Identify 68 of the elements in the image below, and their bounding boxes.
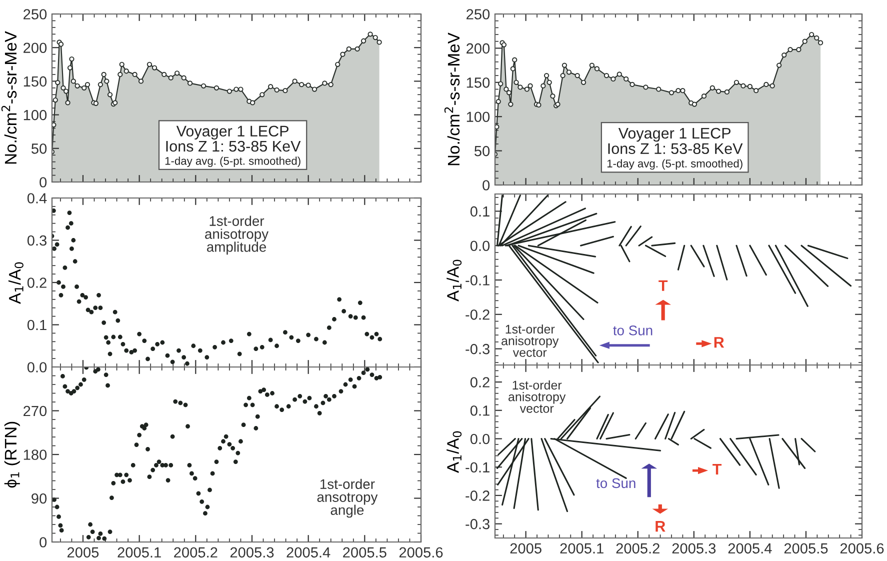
x-tick-label: 2005.1 bbox=[560, 543, 604, 554]
y-tick-label: 0.1 bbox=[27, 320, 46, 330]
y-axis-title: A$_{1}$/A$_{0}$ bbox=[446, 431, 462, 473]
y-tick-label: 0 bbox=[482, 180, 490, 190]
y-axis-title: A$_{1}$/A$_{0}$ bbox=[446, 260, 462, 302]
y-tick-label: 250 bbox=[24, 9, 47, 20]
x-tick-label: 2005.1 bbox=[118, 547, 161, 558]
y-tick-label: 100 bbox=[24, 110, 47, 120]
annotation: 1st-order anisotropy vector bbox=[502, 324, 559, 357]
x-tick-label: 2005.6 bbox=[840, 543, 884, 554]
y-tick-label: 0.0 bbox=[470, 434, 490, 444]
y-tick-label: -0.1 bbox=[466, 462, 490, 473]
y-tick-label: 0.2 bbox=[27, 278, 46, 288]
annotation: R bbox=[714, 337, 724, 348]
y-tick-label: -0.3 bbox=[466, 518, 490, 530]
y-tick-label: 180 bbox=[24, 450, 47, 460]
y-tick-label: 0.1 bbox=[470, 206, 490, 217]
y-tick-label: 50 bbox=[32, 144, 47, 154]
x-tick-label: 2005 bbox=[68, 547, 99, 558]
annotation: T bbox=[658, 280, 668, 291]
annotation: 1st-order ansotropy angle bbox=[317, 478, 378, 518]
annotation: 1-day avg. (5-pt. smoothed) bbox=[607, 159, 742, 170]
annotation: R bbox=[656, 521, 666, 532]
x-tick-label: 2005 bbox=[510, 543, 542, 554]
y-tick-label: 0.0 bbox=[470, 240, 490, 252]
y-tick-label: 270 bbox=[24, 406, 47, 416]
y-tick-label: 0 bbox=[40, 177, 47, 188]
y-tick-label: -0.3 bbox=[466, 344, 490, 354]
y-tick-label: 100 bbox=[466, 112, 490, 122]
x-tick-label: 2005.6 bbox=[399, 547, 443, 558]
y-axis-title: No./cm$^{2}$-s-sr-MeV bbox=[444, 32, 460, 166]
annotation: 1st-order anisotropy vector bbox=[508, 380, 566, 413]
y-tick-label: 200 bbox=[466, 43, 490, 54]
x-tick-label: 2005.4 bbox=[286, 547, 330, 558]
x-tick-label: 2005.2 bbox=[616, 543, 660, 554]
y-tick-label: 250 bbox=[466, 9, 490, 20]
x-tick-label: 2005.4 bbox=[728, 543, 772, 554]
annotation: to Sun bbox=[613, 325, 652, 336]
x-tick-label: 2005.3 bbox=[230, 547, 274, 558]
y-tick-label: -0.1 bbox=[466, 275, 490, 286]
y-tick-label: 200 bbox=[24, 42, 47, 54]
y-tick-label: 150 bbox=[466, 78, 490, 88]
y-tick-label: 0 bbox=[40, 537, 47, 548]
y-tick-label: 0.3 bbox=[27, 235, 46, 246]
y-axis-title: ϕ$_{1}$ (RTN) bbox=[4, 422, 20, 488]
annotation: Ions Z 1: 53-85 KeV bbox=[608, 143, 743, 154]
y-tick-label: -0.2 bbox=[466, 490, 490, 501]
annotation: 1-day avg. (5-pt. smoothed) bbox=[165, 156, 300, 168]
y-tick-label: 0.2 bbox=[470, 377, 490, 388]
annotation: 1st-order anisotropy amplitude bbox=[205, 216, 269, 255]
y-axis-title: No./cm$^{2}$-s-sr-MeV bbox=[1, 31, 17, 164]
annotation: T bbox=[712, 464, 722, 474]
y-tick-label: 150 bbox=[24, 76, 47, 87]
y-tick-label: 0.1 bbox=[470, 405, 490, 416]
y-tick-label: -0.2 bbox=[466, 310, 490, 320]
y-tick-label: 50 bbox=[474, 146, 490, 156]
x-tick-label: 2005.5 bbox=[784, 543, 828, 554]
annotation: Voyager 1 LECP bbox=[176, 126, 288, 140]
y-axis-title: A$_{1}$/A$_{0}$ bbox=[8, 262, 24, 304]
annotation: to Sun bbox=[596, 478, 636, 488]
x-tick-label: 2005.5 bbox=[343, 547, 386, 558]
y-tick-label: 90 bbox=[32, 493, 47, 504]
y-tick-label: 0.4 bbox=[27, 193, 47, 204]
x-tick-label: 2005.2 bbox=[174, 547, 218, 558]
annotation: Voyager 1 LECP bbox=[618, 128, 731, 142]
y-tick-label: 0.0 bbox=[27, 362, 47, 372]
annotation: Ions Z 1: 53-85 KeV bbox=[166, 140, 301, 152]
x-tick-label: 2005.3 bbox=[672, 543, 716, 554]
